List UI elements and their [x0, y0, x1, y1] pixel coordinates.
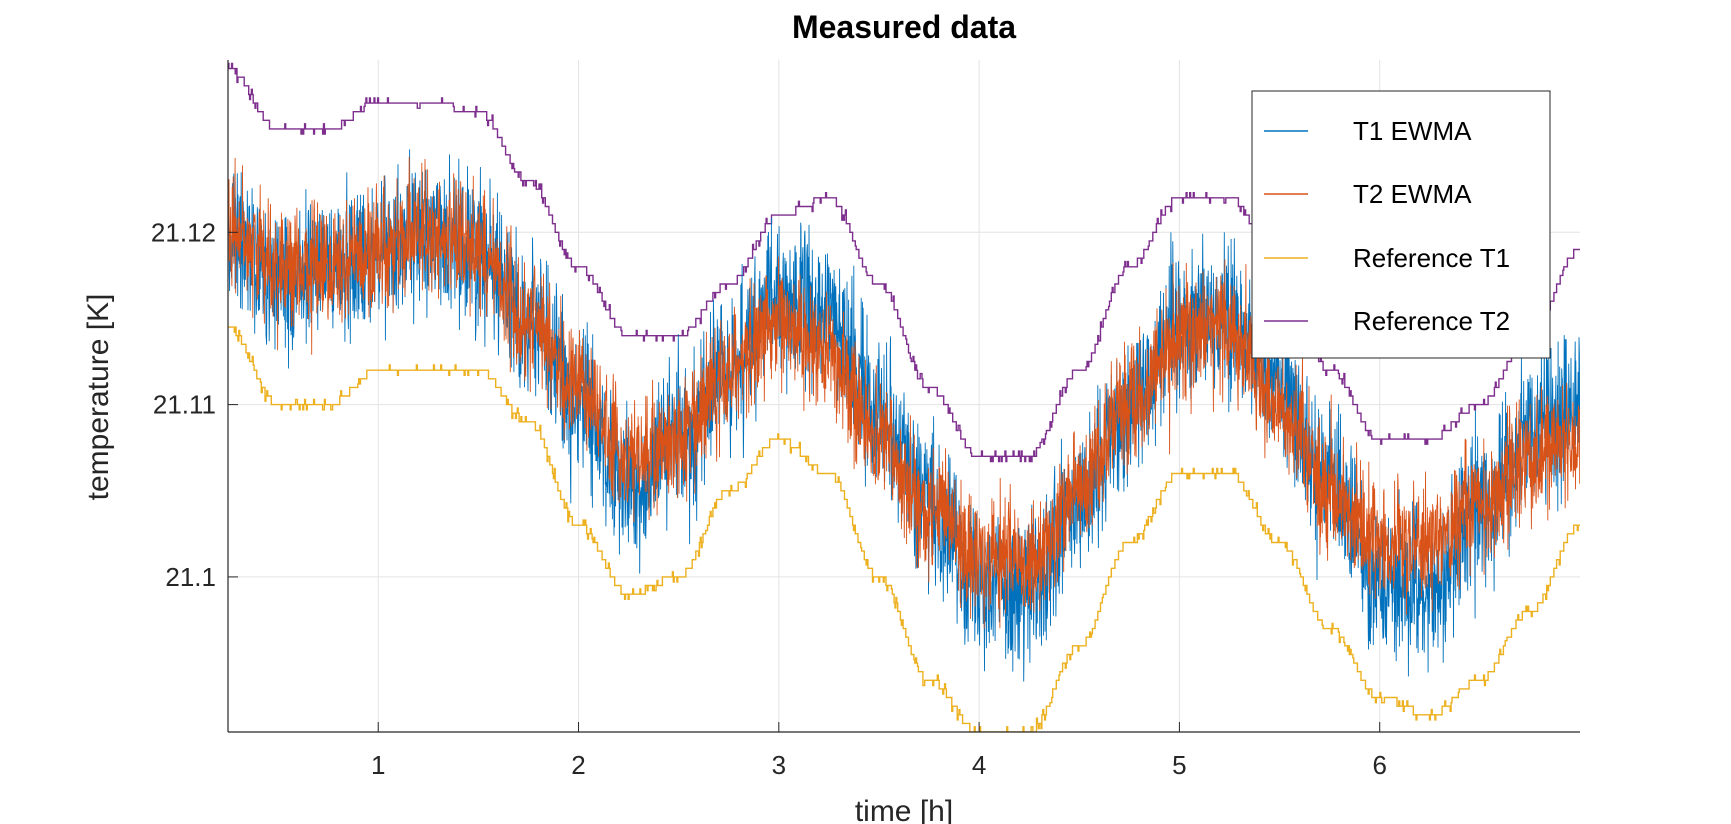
x-tick-label: 3 — [772, 750, 786, 780]
x-tick-label: 5 — [1172, 750, 1186, 780]
legend: T1 EWMA T2 EWMA Reference T1 Reference T… — [1251, 90, 1551, 359]
x-tick-label: 2 — [571, 750, 585, 780]
legend-box — [1251, 90, 1551, 359]
y-axis-label: temperature [K] — [82, 294, 115, 501]
y-tick-label: 21.12 — [151, 217, 216, 247]
series-line-reference-t2 — [228, 62, 1580, 463]
legend-label-reference-t1: Reference T1 — [1353, 243, 1510, 273]
y-tick-label: 21.1 — [165, 562, 216, 592]
tick-labels: 1 2 3 4 5 6 21.1 21.11 21.12 — [151, 217, 1387, 780]
x-tick-label: 6 — [1372, 750, 1386, 780]
legend-label-t2-ewma: T2 EWMA — [1353, 179, 1472, 209]
x-axis-label: time [h] — [855, 795, 953, 824]
legend-label-t1-ewma: T1 EWMA — [1353, 116, 1472, 146]
y-tick-label: 21.11 — [153, 390, 216, 420]
legend-label-reference-t2: Reference T2 — [1353, 306, 1510, 336]
x-tick-label: 1 — [371, 750, 385, 780]
x-tick-label: 4 — [972, 750, 986, 780]
axes — [227, 60, 1580, 733]
series-layer — [228, 62, 1580, 732]
series-line-t2-ewma — [228, 156, 1580, 629]
series-line-reference-t1 — [228, 326, 1580, 732]
chart-title: Measured data — [792, 9, 1016, 45]
